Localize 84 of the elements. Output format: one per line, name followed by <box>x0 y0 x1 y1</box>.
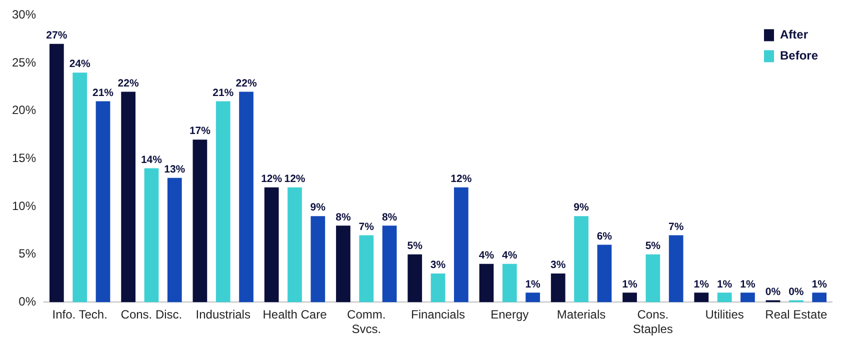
bar <box>288 187 302 302</box>
data-label: 3% <box>430 259 446 272</box>
data-label: 0% <box>765 286 782 298</box>
bar <box>550 274 566 302</box>
bar <box>812 292 827 302</box>
bar <box>622 292 637 302</box>
data-label: 1% <box>622 278 638 290</box>
x-tick-label: Energy <box>490 308 529 322</box>
data-label: 14% <box>140 154 163 166</box>
data-label: 8% <box>382 211 398 224</box>
x-tick-label: Real Estate <box>765 308 828 322</box>
bar <box>264 187 279 302</box>
x-tick-label: Materials <box>556 308 606 322</box>
x-tick-label: Comm. Svcs. <box>347 308 386 336</box>
data-label: 5% <box>407 240 424 252</box>
bar <box>336 226 350 302</box>
bar <box>310 216 326 302</box>
bar <box>430 274 446 302</box>
bar <box>502 264 517 302</box>
y-tick-label: 15% <box>12 151 36 166</box>
bar <box>479 264 494 302</box>
y-tick-label: 20% <box>12 103 36 118</box>
data-label: 12% <box>284 173 306 186</box>
data-label: 4% <box>478 250 495 262</box>
x-tick-label: Industrials <box>196 308 250 322</box>
bar <box>167 178 182 302</box>
legend-label: After <box>780 28 808 42</box>
data-label: 1% <box>716 278 733 290</box>
x-tick-label: Cons. Staples <box>632 308 673 336</box>
data-label: 5% <box>645 240 662 252</box>
y-tick-label: 25% <box>12 55 36 70</box>
data-label: 21% <box>212 86 234 99</box>
bar <box>740 292 755 302</box>
bar <box>144 168 159 302</box>
bar <box>408 254 422 302</box>
y-tick-label: 30% <box>12 8 36 22</box>
data-label: 9% <box>310 202 326 214</box>
bar <box>717 292 732 302</box>
data-label: 24% <box>69 58 92 70</box>
bar <box>49 44 64 302</box>
data-label: 1% <box>812 278 828 290</box>
bar <box>454 187 468 302</box>
bar <box>382 226 397 302</box>
data-label: 3% <box>550 259 566 272</box>
bar <box>646 254 660 302</box>
data-label: 0% <box>788 286 804 298</box>
x-tick-label: Info. Tech. <box>52 308 108 322</box>
bar <box>216 101 230 302</box>
data-label: 8% <box>336 211 352 224</box>
bar <box>574 216 588 302</box>
x-tick-label: Cons. Disc. <box>120 308 182 322</box>
y-tick-label: 10% <box>12 198 36 213</box>
data-label: 12% <box>261 173 283 186</box>
data-label: 9% <box>574 202 590 214</box>
bar <box>694 292 709 302</box>
data-label: 22% <box>118 77 140 90</box>
data-label: 7% <box>358 220 375 233</box>
bar <box>597 244 612 302</box>
data-label: 13% <box>164 163 186 176</box>
data-label: 7% <box>668 220 684 233</box>
bar <box>359 235 374 302</box>
data-label: 27% <box>46 30 68 42</box>
data-label: 6% <box>596 230 613 242</box>
data-label: 1% <box>525 278 542 290</box>
bar <box>72 72 88 302</box>
data-label: 1% <box>694 278 710 290</box>
bar <box>121 92 136 302</box>
legend-label: Before <box>780 48 818 63</box>
data-label: 21% <box>92 86 114 99</box>
data-label: 4% <box>502 250 518 262</box>
y-tick-label: 5% <box>18 246 36 261</box>
data-label: 22% <box>236 77 258 90</box>
data-label: 1% <box>740 278 756 290</box>
y-tick-label: 0% <box>18 294 36 309</box>
data-label: 17% <box>189 125 212 138</box>
bar <box>239 92 254 302</box>
x-tick-label: Utilities <box>705 308 744 322</box>
x-tick-label: Health Care <box>262 308 328 322</box>
data-label: 12% <box>450 173 472 186</box>
x-tick-label: Financials <box>410 308 466 322</box>
bar <box>668 235 684 302</box>
bar <box>96 101 110 302</box>
bar <box>526 292 540 302</box>
bar <box>192 140 208 302</box>
